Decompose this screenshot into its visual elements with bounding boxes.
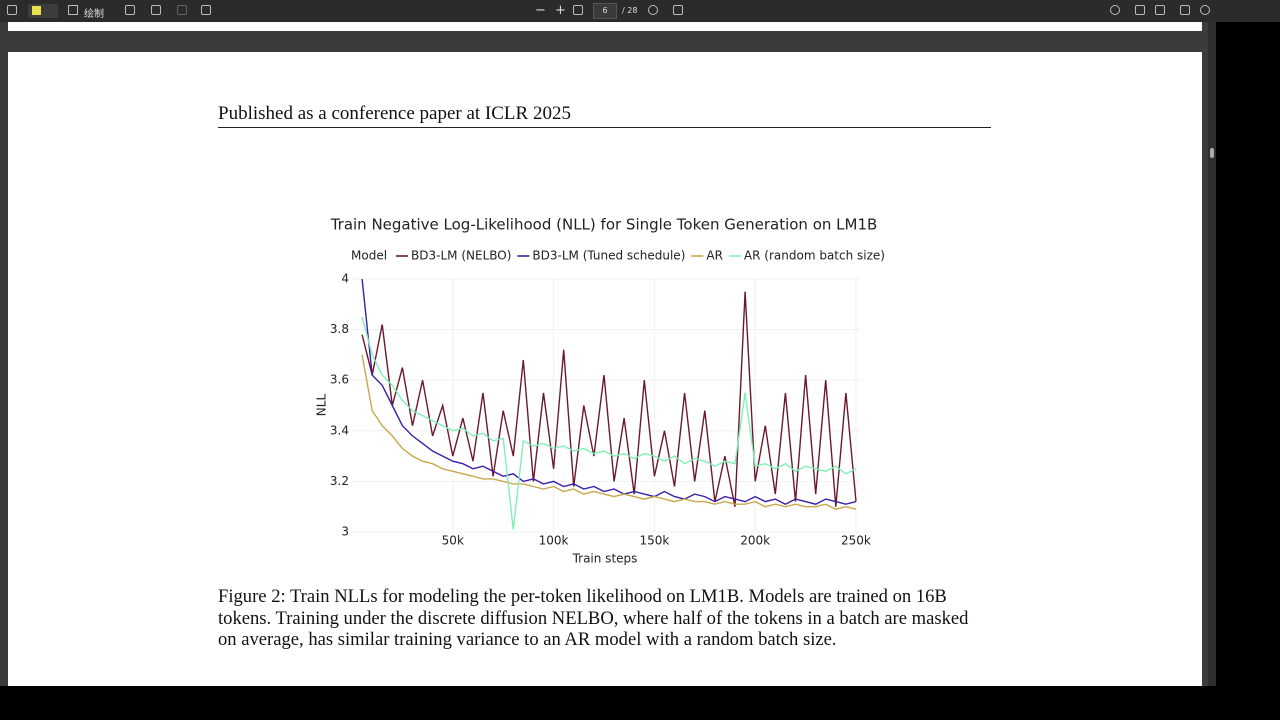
legend-label: AR (random batch size)	[744, 249, 885, 263]
scrollbar[interactable]	[1208, 22, 1216, 686]
legend-label: AR	[706, 249, 723, 263]
fit-button[interactable]	[573, 5, 583, 15]
legend-title: Model	[351, 249, 387, 263]
fullscreen-button[interactable]	[1180, 5, 1190, 15]
page-input[interactable]: 6	[593, 3, 617, 19]
x-tick-label: 200k	[740, 534, 770, 548]
y-tick-label: 3.2	[330, 474, 349, 488]
highlight-button[interactable]	[28, 4, 58, 18]
draw-label[interactable]: 绘制	[84, 9, 104, 20]
x-axis-title: Train steps	[572, 552, 638, 566]
read-aloud-button[interactable]	[201, 5, 211, 15]
menu-button[interactable]	[7, 5, 17, 15]
chart-title: Train Negative Log-Likelihood (NLL) for …	[330, 216, 878, 234]
y-tick-label: 3.6	[330, 373, 349, 387]
series-line	[361, 354, 857, 510]
text-button[interactable]	[151, 5, 161, 15]
save-button[interactable]	[1155, 5, 1165, 15]
draw-icon[interactable]	[68, 5, 78, 15]
zoom-out[interactable]: −	[535, 3, 546, 18]
rotate-button[interactable]	[648, 5, 658, 15]
y-tick-label: 3	[341, 525, 349, 539]
y-tick-label: 3.8	[330, 322, 349, 336]
erase-button[interactable]	[125, 5, 135, 15]
y-axis-title: NLL	[315, 394, 329, 417]
settings-button[interactable]	[1200, 5, 1210, 15]
x-tick-label: 100k	[539, 534, 569, 548]
zoom-in[interactable]: +	[555, 3, 566, 18]
series-line	[361, 316, 857, 530]
y-tick-label: 3.4	[330, 423, 349, 437]
x-tick-label: 250k	[841, 534, 871, 548]
font-button[interactable]	[177, 5, 187, 15]
x-tick-label: 50k	[442, 534, 464, 548]
page-view-button[interactable]	[673, 5, 683, 15]
running-header: Published as a conference paper at ICLR …	[218, 103, 991, 128]
series-line	[361, 291, 857, 507]
search-button[interactable]	[1110, 5, 1120, 15]
toolbar: 绘制 − + 6 / 28	[0, 0, 1280, 22]
scroll-thumb[interactable]	[1210, 148, 1214, 158]
print-button[interactable]	[1135, 5, 1145, 15]
x-tick-label: 150k	[639, 534, 669, 548]
y-tick-label: 4	[341, 272, 349, 286]
page-count: / 28	[622, 6, 638, 15]
series-line	[361, 279, 857, 505]
pdf-page	[8, 52, 1202, 686]
document-viewer	[0, 22, 1216, 686]
previous-page	[8, 22, 1202, 31]
legend-label: BD3-LM (Tuned schedule)	[532, 249, 685, 263]
figure-caption: Figure 2: Train NLLs for modeling the pe…	[218, 586, 969, 650]
legend-label: BD3-LM (NELBO)	[411, 249, 511, 263]
